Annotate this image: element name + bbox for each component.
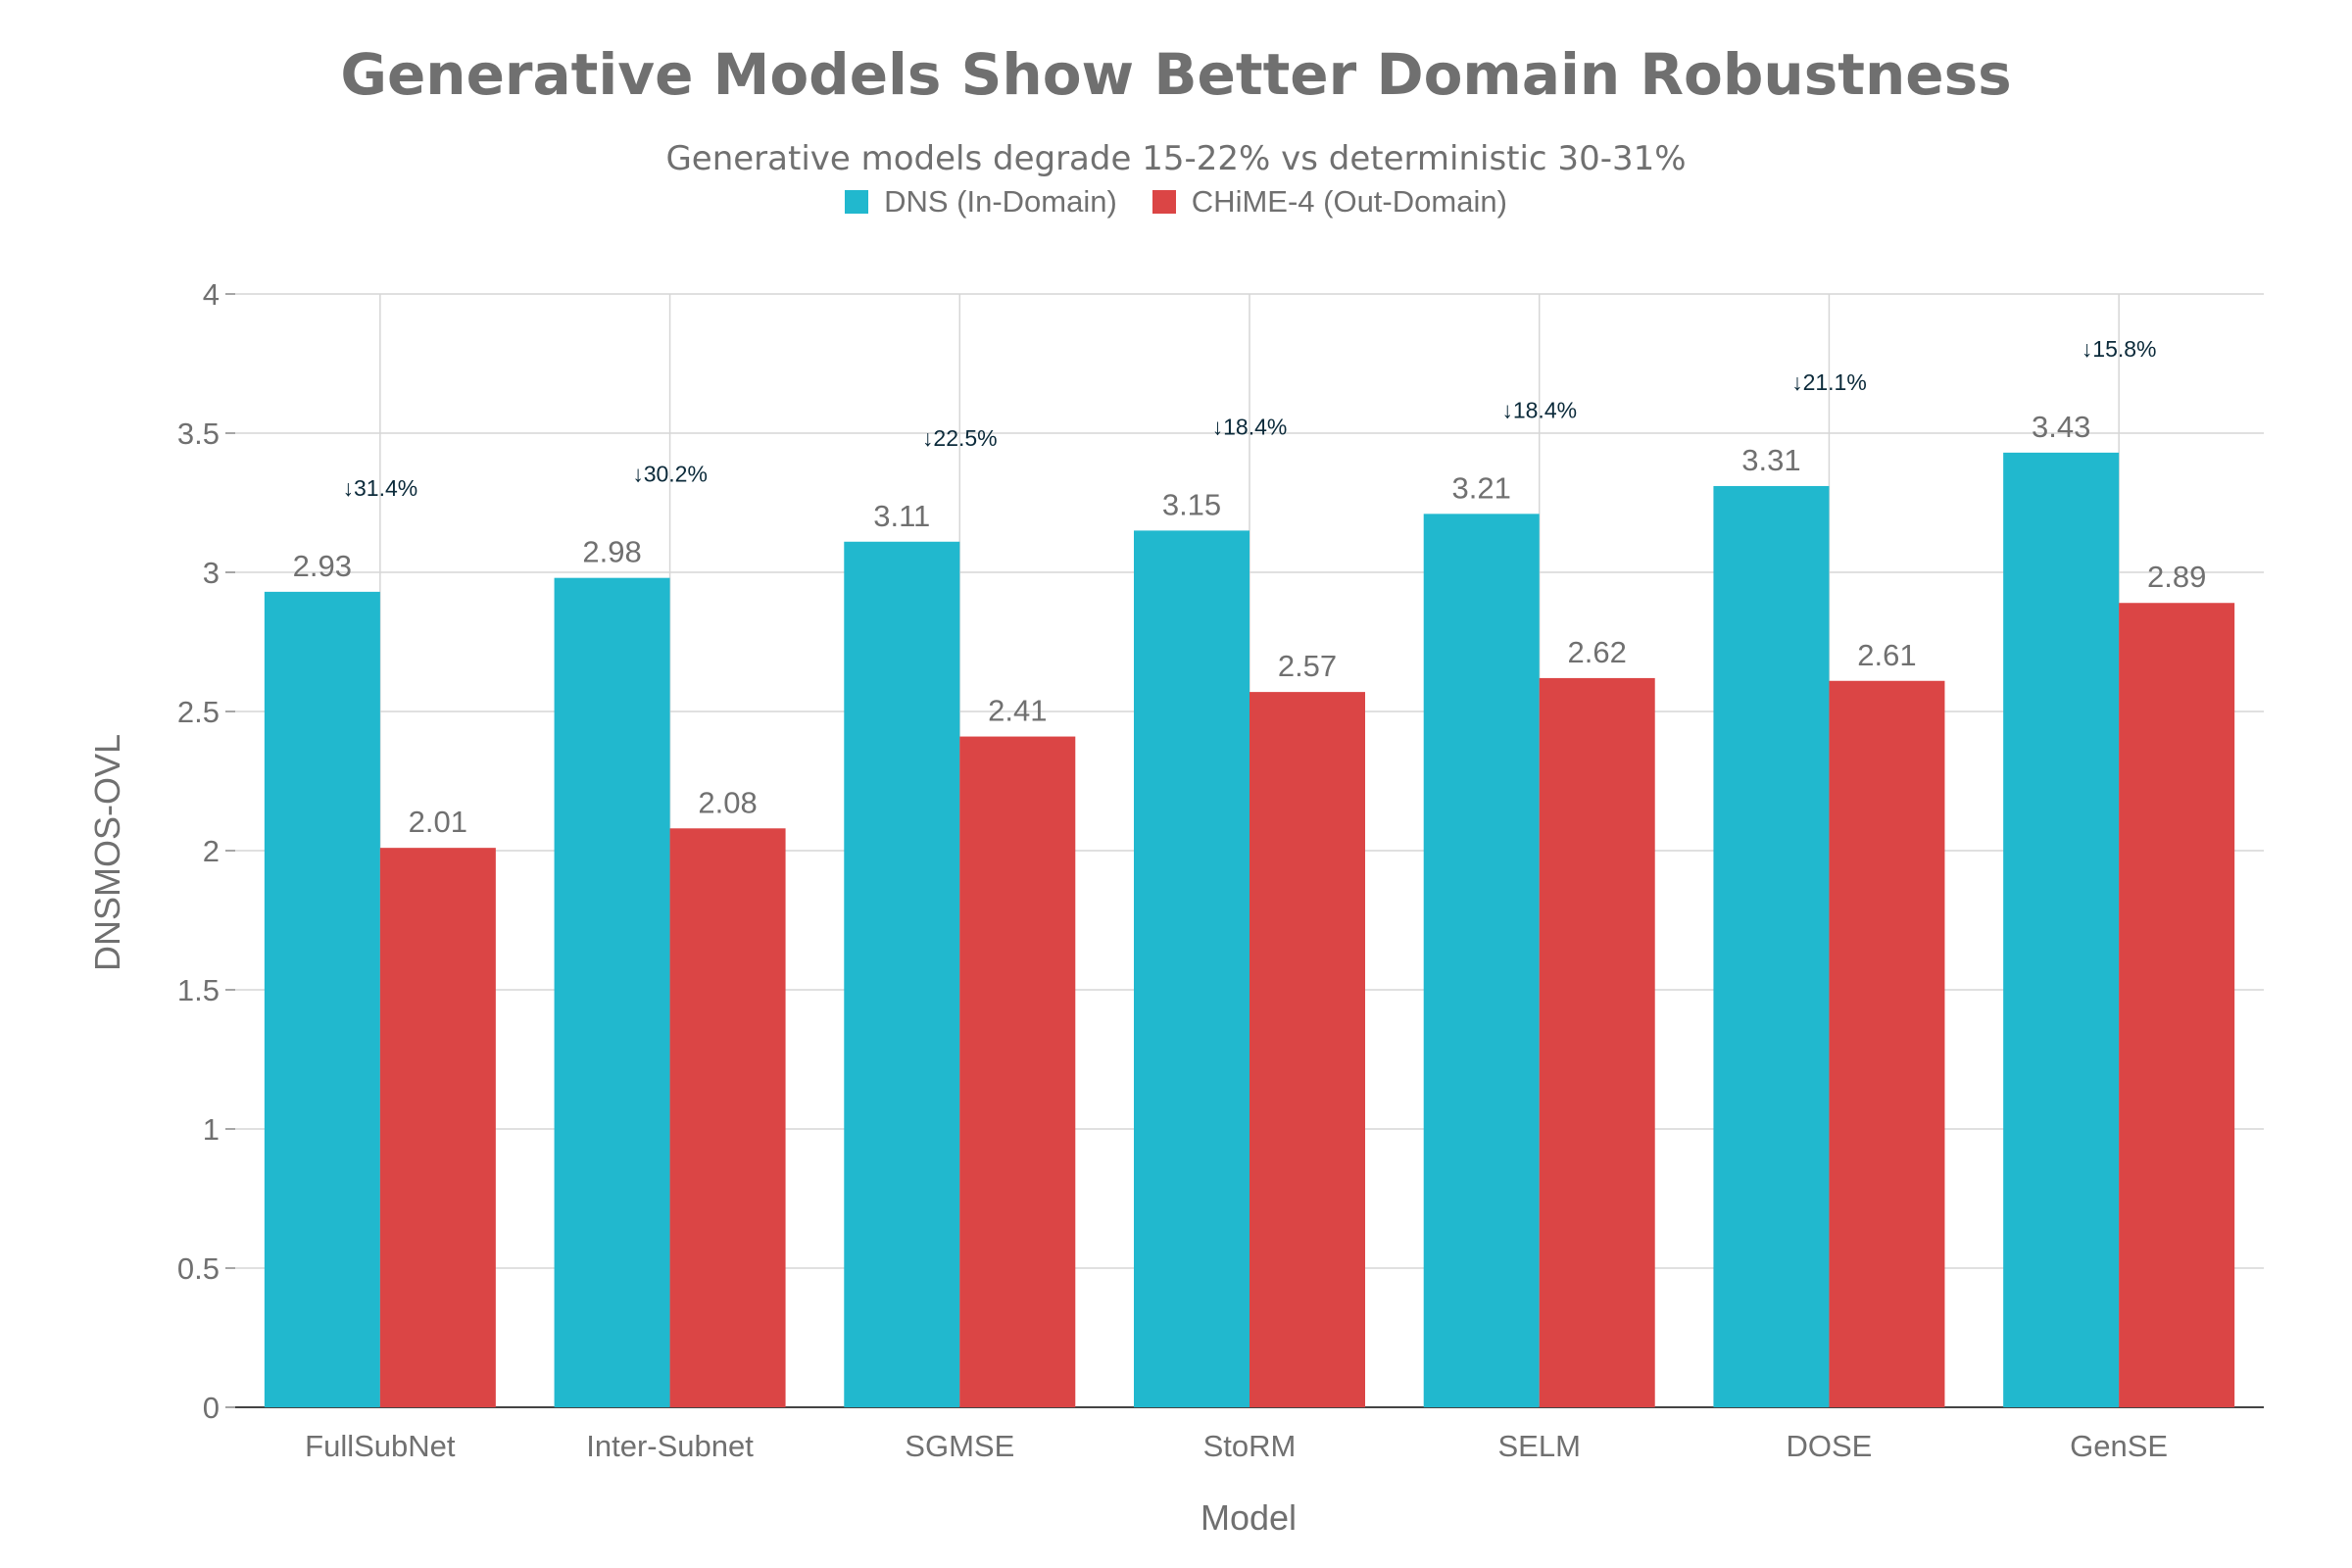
bar-value-label: 2.01 <box>409 805 467 839</box>
bar-chime-selm <box>1539 677 1655 1407</box>
bar-dns-selm <box>1423 514 1540 1407</box>
chart-subtitle: Generative models degrade 15-22% vs dete… <box>665 139 1687 178</box>
bar-value-labels: 2.93 2.01 2.98 2.08 3.11 2.41 3.15 2.57 3.21 2.62… <box>293 410 2207 839</box>
degradation-annotation: ↓31.4% <box>342 475 417 501</box>
bar-value-label: 2.89 <box>2147 560 2206 594</box>
degradation-annotation: ↓18.4% <box>1501 397 1577 422</box>
bar-dns-gense <box>2003 452 2120 1407</box>
bar-chime-gense <box>2119 603 2235 1407</box>
legend-label-chime: CHiME-4 (Out-Domain) <box>1191 184 1507 219</box>
bar-dns-dose <box>1713 485 1830 1408</box>
x-tick-label: GenSE <box>2070 1429 2168 1463</box>
bar-value-label: 3.15 <box>1162 487 1221 521</box>
bar-value-label: 2.93 <box>293 549 352 583</box>
x-tick-label: Inter-Subnet <box>586 1429 754 1463</box>
y-tick-label: 0.5 <box>177 1251 220 1286</box>
bar-chime-storm <box>1250 692 1365 1407</box>
bar-value-label: 3.21 <box>1452 470 1511 505</box>
bar-value-label: 3.11 <box>873 499 930 533</box>
y-tick-label: 2 <box>203 834 220 868</box>
bar-value-label: 2.57 <box>1278 649 1337 683</box>
y-tick-label: 3.5 <box>177 416 220 451</box>
bar-dns-sgmse <box>844 541 960 1407</box>
degradation-annotation: ↓22.5% <box>922 425 998 451</box>
bar-chime-dose <box>1829 680 1945 1407</box>
y-tick-label: 4 <box>203 277 220 312</box>
legend-item-dns[interactable]: DNS (In-Domain) <box>845 184 1117 220</box>
y-tick-label: 2.5 <box>177 695 220 729</box>
x-tick-label: SELM <box>1498 1429 1581 1463</box>
bar-value-label: 2.62 <box>1568 635 1627 669</box>
degradation-annotation: ↓18.4% <box>1212 414 1288 439</box>
legend-swatch-chime <box>1152 190 1176 214</box>
bar-value-label: 3.31 <box>1741 443 1800 477</box>
y-tick-label: 0 <box>203 1391 220 1425</box>
x-tick-label: DOSE <box>1786 1429 1872 1463</box>
degradation-annotation: ↓21.1% <box>1791 369 1867 395</box>
bar-dns-inter-subnet <box>554 577 670 1407</box>
degradation-annotation: ↓30.2% <box>632 462 708 487</box>
x-axis-title: Model <box>1200 1497 1297 1538</box>
x-tick-label: SGMSE <box>905 1429 1014 1463</box>
bar-value-label: 2.61 <box>1857 638 1916 672</box>
legend-label-dns: DNS (In-Domain) <box>884 184 1117 219</box>
chart-title: Generative Models Show Better Domain Rob… <box>340 41 2012 108</box>
bar-chime-inter-subnet <box>669 828 786 1407</box>
y-tick-labels: 0 0.5 1 1.5 2 2.5 3 3.5 4 <box>177 277 220 1425</box>
bar-dns-storm <box>1134 530 1250 1407</box>
bar-value-label: 2.98 <box>582 535 641 569</box>
y-tick-label: 1.5 <box>177 973 220 1007</box>
legend-item-chime[interactable]: CHiME-4 (Out-Domain) <box>1152 184 1507 220</box>
y-tick-label: 3 <box>203 556 220 590</box>
bar-dns-fullsubnet <box>264 591 380 1407</box>
x-tick-label: StoRM <box>1203 1429 1297 1463</box>
legend: DNS (In-Domain) CHiME-4 (Out-Domain) <box>0 184 2352 220</box>
bar-chime-sgmse <box>959 736 1076 1407</box>
legend-swatch-dns <box>845 190 869 214</box>
bars <box>264 452 2235 1408</box>
degradation-annotation: ↓15.8% <box>2082 336 2157 362</box>
bar-value-label: 2.41 <box>988 694 1047 728</box>
bar-value-label: 3.43 <box>2032 410 2090 444</box>
x-tick-label: FullSubNet <box>305 1429 456 1463</box>
degradation-annotations: ↓31.4% ↓30.2% ↓22.5% ↓18.4% ↓18.4% ↓21.1% ↓15.… <box>342 336 2156 501</box>
y-tick-label: 1 <box>203 1112 220 1147</box>
y-axis-title: DNSMOS-OVL <box>87 734 127 971</box>
bar-chime-fullsubnet <box>379 848 496 1407</box>
x-tick-labels: FullSubNet Inter-Subnet SGMSE StoRM SELM DOSE… <box>305 1429 2168 1463</box>
bar-value-label: 2.08 <box>698 785 757 819</box>
